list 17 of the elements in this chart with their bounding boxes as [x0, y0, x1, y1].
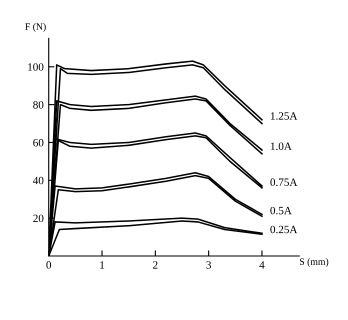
x-axis-title: S (mm)	[300, 258, 328, 267]
y-tick-label: 60	[33, 138, 44, 146]
y-tick-label: 100	[28, 63, 44, 71]
y-tick-label: 20	[33, 214, 44, 222]
y-tick-label: 80	[33, 101, 44, 109]
y-tick-label: 40	[32, 176, 44, 184]
x-tick-label: 1	[100, 261, 104, 269]
series-label: 0.5A	[270, 206, 292, 214]
series-label: 1.0A	[270, 142, 292, 150]
series-label: 1.25A	[270, 112, 298, 120]
x-tick-label: 2	[153, 261, 158, 269]
x-tick-label: 0	[46, 261, 52, 269]
series-label: 0.75A	[270, 178, 298, 186]
x-tick-label: 3	[206, 261, 211, 269]
series-label: 0.25A	[270, 226, 298, 234]
x-tick-label: 4	[259, 261, 265, 269]
y-axis-title: F (N)	[25, 23, 46, 32]
